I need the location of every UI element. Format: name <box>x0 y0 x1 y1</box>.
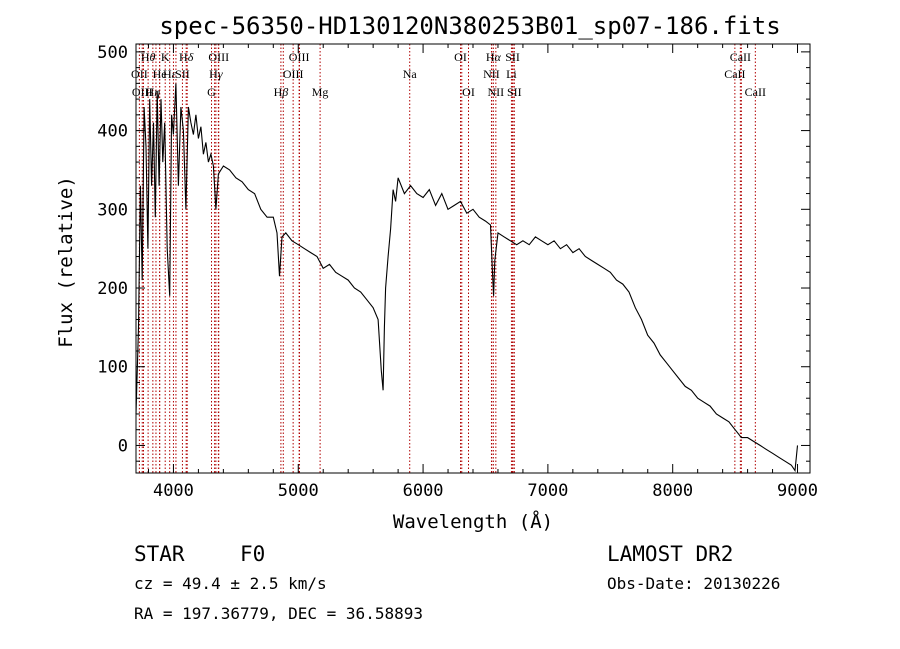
feature-label-18: CaII <box>724 67 745 81</box>
y-tick-label-2: 200 <box>97 279 128 299</box>
x-tick-label-1: 5000 <box>278 481 319 501</box>
x-axis-label: Wavelength (Å) <box>393 510 553 533</box>
feature-label-24: OI <box>462 85 475 99</box>
plot-frame <box>135 43 811 474</box>
feature-label-21: G <box>207 85 216 99</box>
feature-label-7: SII <box>505 50 520 64</box>
feature-label-23: Mg <box>312 85 329 99</box>
feature-label-12: SII <box>175 67 190 81</box>
feature-line-group <box>138 44 756 473</box>
feature-label-5: OI <box>454 50 467 64</box>
y-axis-label: Flux (relative) <box>55 176 77 348</box>
feature-label-27: CaII <box>745 85 766 99</box>
x-tick-label-3: 7000 <box>527 481 568 501</box>
feature-label-8: CaII <box>730 50 751 64</box>
object-subclass: F0 <box>240 542 265 566</box>
feature-label-0: Hθ <box>141 50 156 64</box>
feature-label-22: Hβ <box>274 85 289 99</box>
survey-name: LAMOST DR2 <box>607 542 733 566</box>
feature-label-3: OIII <box>208 50 229 64</box>
coordinates-info: RA = 197.36779, DEC = 36.58893 <box>134 604 423 623</box>
feature-label-15: Na <box>403 67 418 81</box>
y-axis-ticks: 0 100 200 300 400 500 <box>97 43 810 462</box>
x-tick-label-4: 8000 <box>652 481 693 501</box>
feature-label-9: OII <box>131 67 148 81</box>
feature-label-25: NII <box>488 85 505 99</box>
feature-label-4: OIII <box>289 50 310 64</box>
observation-date: Obs-Date: 20130226 <box>607 574 780 593</box>
feature-label-13: Hγ <box>209 67 223 81</box>
feature-label-10: He <box>153 67 167 81</box>
x-tick-label-2: 6000 <box>403 481 444 501</box>
feature-label-19: OIII <box>132 85 153 99</box>
x-tick-label-5: 9000 <box>777 481 818 501</box>
feature-label-17: Li <box>506 67 517 81</box>
redshift-info: cz = 49.4 ± 2.5 km/s <box>134 574 327 593</box>
feature-label-2: Hδ <box>179 50 194 64</box>
y-tick-label-3: 300 <box>97 200 128 220</box>
y-tick-label-0: 0 <box>118 436 128 456</box>
feature-label-6: Hα <box>486 50 502 64</box>
feature-label-26: SII <box>507 85 522 99</box>
spectrum-line <box>135 83 799 473</box>
feature-label-14: OIII <box>283 67 304 81</box>
feature-label-1: K <box>161 50 170 64</box>
feature-label-20: Hη <box>146 85 161 99</box>
y-tick-label-1: 100 <box>97 358 128 378</box>
feature-label-16: NII <box>483 67 500 81</box>
object-class: STAR <box>134 542 185 566</box>
y-tick-label-5: 500 <box>97 43 128 63</box>
y-tick-label-4: 400 <box>97 122 128 142</box>
x-tick-label-0: 4000 <box>153 481 194 501</box>
chart-title: spec-56350-HD130120N380253B01_sp07-186.f… <box>159 12 780 40</box>
feature-label-11: Hε <box>163 67 177 81</box>
x-axis-ticks: 4000 5000 6000 7000 8000 9000 <box>147 44 818 501</box>
